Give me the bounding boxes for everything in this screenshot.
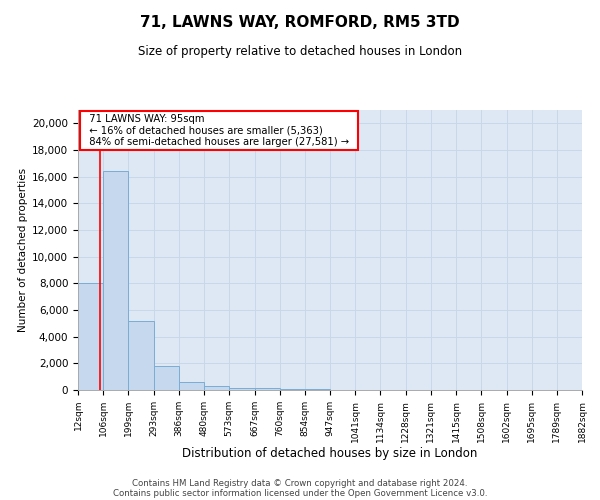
Bar [154,366,179,390]
Bar [78,284,103,390]
Text: Contains HM Land Registry data © Crown copyright and database right 2024.: Contains HM Land Registry data © Crown c… [132,478,468,488]
Bar [128,320,154,390]
Text: Contains public sector information licensed under the Open Government Licence v3: Contains public sector information licen… [113,488,487,498]
Bar [280,388,305,390]
Text: Size of property relative to detached houses in London: Size of property relative to detached ho… [138,45,462,58]
Bar [229,388,254,390]
Text: 71, LAWNS WAY, ROMFORD, RM5 3TD: 71, LAWNS WAY, ROMFORD, RM5 3TD [140,15,460,30]
X-axis label: Distribution of detached houses by size in London: Distribution of detached houses by size … [182,448,478,460]
Bar [254,388,280,390]
Bar [204,386,229,390]
Y-axis label: Number of detached properties: Number of detached properties [18,168,28,332]
Bar [305,389,330,390]
Bar [103,172,128,390]
Text: 71 LAWNS WAY: 95sqm  
  ← 16% of detached houses are smaller (5,363)  
  84% of : 71 LAWNS WAY: 95sqm ← 16% of detached ho… [83,114,355,148]
Bar [179,382,204,390]
